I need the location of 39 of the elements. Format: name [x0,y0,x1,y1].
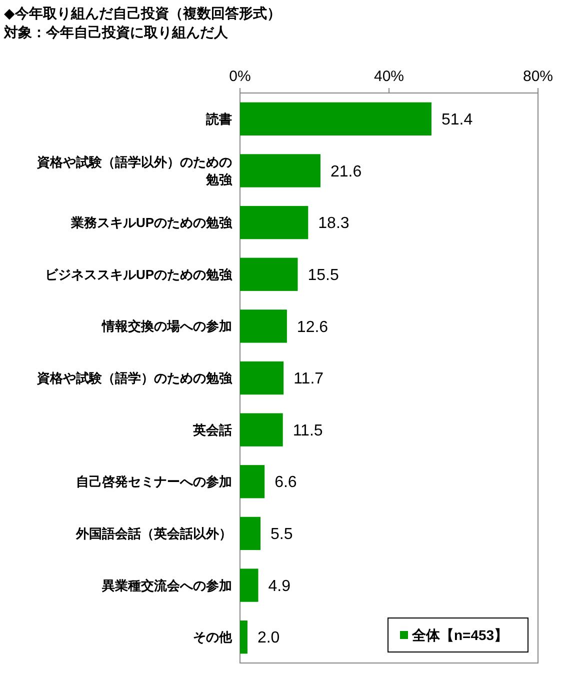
bar [240,568,258,602]
y-tick-label: 自己啓発セミナーへの参加 [76,474,232,490]
bar [240,361,284,395]
y-tick-label: 外国語会話（英会話以外） [75,526,232,542]
bar [240,206,308,240]
text: 18.3 [318,215,350,232]
x-tick-label: 0% [229,68,251,85]
y-tick-label: 英会話 [192,422,232,438]
text: 11.5 [292,422,323,440]
y-tick-label: ビジネススキルUPのための勉強 [44,266,233,282]
text: 6.6 [274,474,297,492]
text: 2.0 [257,630,280,647]
text: 12.6 [296,318,328,336]
y-tick-label: 読書 [205,111,232,126]
bar [240,620,248,654]
bar [240,102,432,136]
y-tick-label: 資格や試験（語学以外）のための勉強 [36,154,233,188]
bar [240,310,287,343]
y-tick-label: 情報交換の場への参加 [101,318,232,334]
text: 4.9 [268,578,291,595]
x-tick-label: 80% [522,68,554,85]
legend-label: 全体【n=453】 [411,626,508,643]
chart-title: ◆今年取り組んだ自己投資（複数回答形式） [4,5,281,21]
y-tick-label: 資格や試験（語学）のための勉強 [36,370,233,386]
text: 対象：今年自己投資に取り組んだ人 [3,24,229,40]
text: 15.5 [308,266,339,284]
bar [240,154,320,188]
text: 51.4 [441,112,473,129]
text: 11.7 [294,370,324,388]
bar [240,258,298,291]
bar [240,465,265,498]
text: 21.6 [330,163,362,180]
bar [240,413,283,446]
y-tick-label: 異業種交流会への参加 [101,578,232,593]
y-tick-label: その他 [193,630,233,645]
y-tick-label: 業務スキルUPのための勉強 [70,215,233,230]
text: 5.5 [270,526,293,544]
x-tick-label: 40% [374,68,404,85]
bar [240,516,260,550]
